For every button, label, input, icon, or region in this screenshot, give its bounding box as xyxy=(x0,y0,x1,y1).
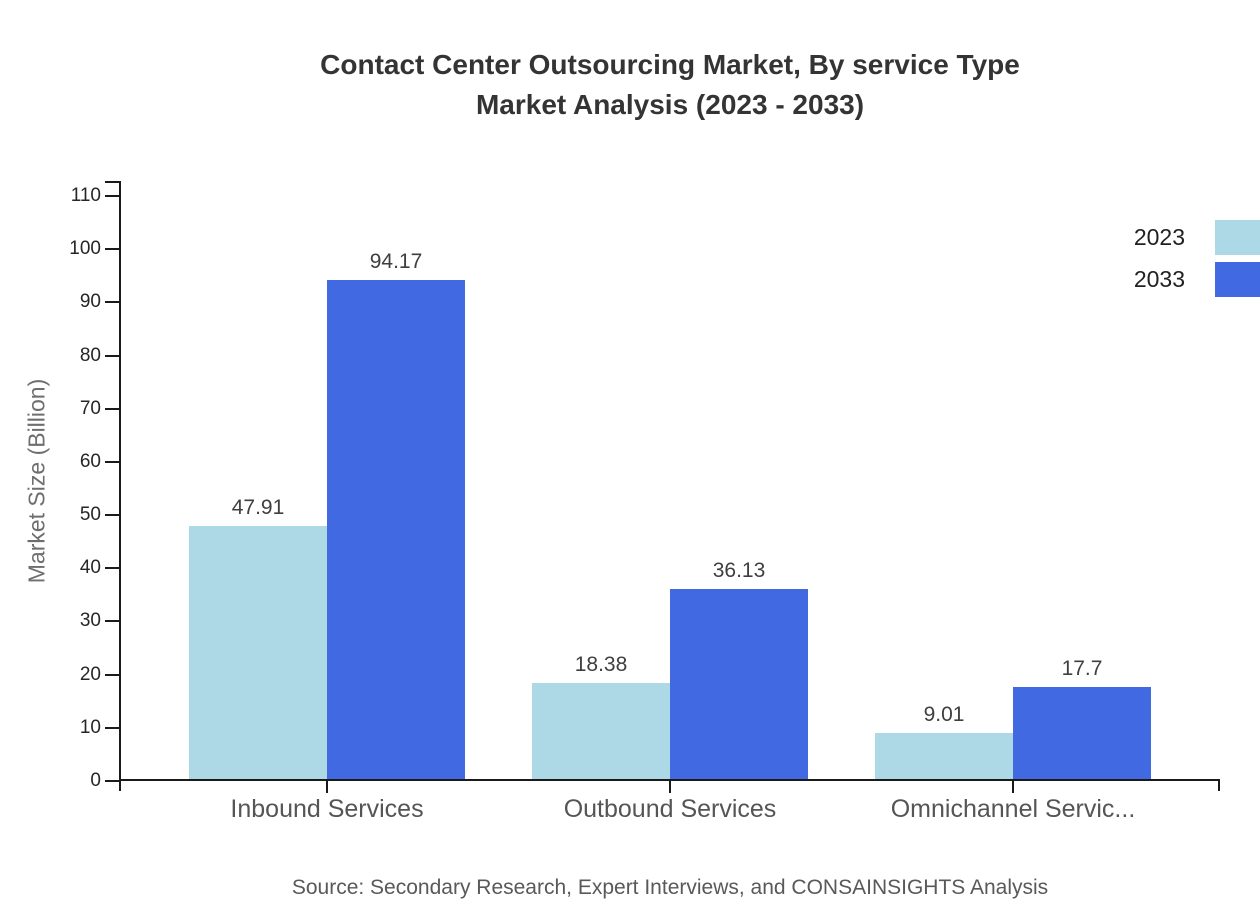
y-tick-label: 20 xyxy=(79,663,101,685)
bar-2033-outbound-services[interactable] xyxy=(670,588,808,781)
legend: 2023 2033 xyxy=(1040,220,1260,304)
legend-label-2033: 2033 xyxy=(1133,266,1185,292)
y-tick-label: 0 xyxy=(90,770,101,791)
y-axis-endcap-tick xyxy=(105,181,119,183)
y-tick xyxy=(105,567,119,570)
bar-2033-inbound-services[interactable] xyxy=(327,280,465,781)
chart-title: Contact Center Outsourcing Market, By se… xyxy=(320,49,1020,80)
y-tick-label: 90 xyxy=(79,291,101,313)
y-axis-line xyxy=(119,181,121,791)
y-tick xyxy=(105,673,119,676)
x-axis-endcap-tick xyxy=(1218,779,1220,791)
bar-value-label: 94.17 xyxy=(369,250,423,274)
bar-value-label: 47.91 xyxy=(231,496,285,520)
bar-value-label: 36.13 xyxy=(712,558,766,582)
y-tick xyxy=(105,195,119,197)
y-tick-label: 110 xyxy=(70,185,101,206)
y-tick xyxy=(105,620,119,623)
legend-swatch-2023 xyxy=(1215,220,1260,255)
x-tick xyxy=(326,781,328,793)
bar-2023-omnichannel-servic[interactable] xyxy=(875,733,1013,781)
legend-swatch-2033 xyxy=(1215,262,1260,297)
bar-value-label: 17.7 xyxy=(1061,656,1103,680)
y-tick-label: 100 xyxy=(69,238,101,260)
bar-2023-inbound-services[interactable] xyxy=(189,526,327,781)
y-tick xyxy=(105,407,119,410)
y-tick xyxy=(105,460,119,463)
chart-title-block: Contact Center Outsourcing Market, By se… xyxy=(80,45,1260,125)
x-tick xyxy=(669,781,671,793)
y-tick-label: 30 xyxy=(79,610,101,632)
category-label-omnichannel-servic: Omnichannel Servic... xyxy=(890,795,1136,823)
chart-subtitle: Market Analysis (2023 - 2033) xyxy=(475,89,865,120)
x-axis-line xyxy=(119,779,1220,781)
y-tick-label: 50 xyxy=(79,504,101,526)
y-tick-label: 10 xyxy=(79,716,101,738)
y-tick-label: 70 xyxy=(79,397,101,419)
source-note: Source: Secondary Research, Expert Inter… xyxy=(291,876,1049,899)
legend-item-2033[interactable]: 2033 xyxy=(1040,262,1260,297)
y-tick xyxy=(105,248,119,251)
bar-value-label: 9.01 xyxy=(923,703,965,727)
legend-label-2023: 2023 xyxy=(1133,224,1185,250)
y-tick xyxy=(105,514,119,517)
category-label-inbound-services: Inbound Services xyxy=(230,795,424,823)
y-tick xyxy=(105,726,119,729)
x-tick xyxy=(1012,781,1014,793)
y-tick-label: 80 xyxy=(79,344,101,366)
y-tick-label: 40 xyxy=(79,557,101,579)
category-label-outbound-services: Outbound Services xyxy=(563,795,777,823)
y-tick-label: 60 xyxy=(79,450,101,472)
legend-item-2023[interactable]: 2023 xyxy=(1040,220,1260,255)
bar-value-label: 18.38 xyxy=(574,653,628,677)
y-tick xyxy=(105,301,119,304)
y-tick xyxy=(105,354,119,357)
y-tick xyxy=(105,780,119,782)
bar-2023-outbound-services[interactable] xyxy=(532,683,670,781)
bar-2033-omnichannel-servic[interactable] xyxy=(1013,686,1151,781)
